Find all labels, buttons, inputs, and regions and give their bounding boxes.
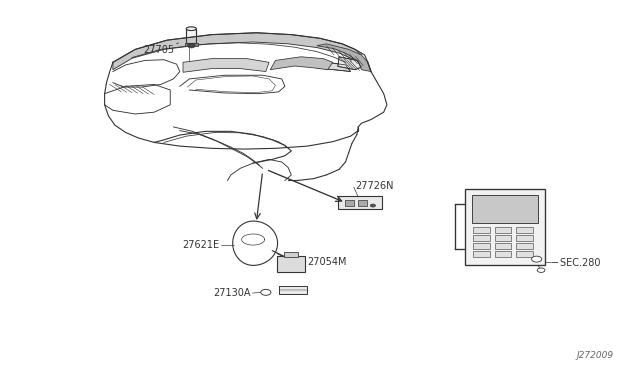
FancyBboxPatch shape <box>338 196 382 209</box>
FancyBboxPatch shape <box>185 43 198 46</box>
FancyBboxPatch shape <box>473 235 490 241</box>
FancyBboxPatch shape <box>473 251 490 257</box>
FancyBboxPatch shape <box>472 195 538 223</box>
FancyBboxPatch shape <box>284 253 298 257</box>
FancyBboxPatch shape <box>495 243 511 249</box>
Polygon shape <box>317 44 371 71</box>
FancyBboxPatch shape <box>473 243 490 249</box>
FancyBboxPatch shape <box>346 200 355 206</box>
Polygon shape <box>186 29 196 43</box>
Circle shape <box>371 204 376 207</box>
FancyBboxPatch shape <box>516 251 533 257</box>
Circle shape <box>188 44 195 48</box>
Text: 27130A: 27130A <box>214 288 251 298</box>
FancyBboxPatch shape <box>495 251 511 257</box>
Polygon shape <box>338 57 362 70</box>
FancyBboxPatch shape <box>277 256 305 272</box>
FancyBboxPatch shape <box>473 227 490 232</box>
Circle shape <box>538 268 545 272</box>
Polygon shape <box>314 61 351 71</box>
Text: 27705: 27705 <box>143 45 175 55</box>
Circle shape <box>260 289 271 295</box>
FancyBboxPatch shape <box>358 200 367 206</box>
FancyBboxPatch shape <box>495 227 511 232</box>
Circle shape <box>532 256 541 262</box>
FancyBboxPatch shape <box>516 243 533 249</box>
FancyBboxPatch shape <box>465 189 545 264</box>
Text: 27621E: 27621E <box>182 240 220 250</box>
FancyBboxPatch shape <box>495 235 511 241</box>
Polygon shape <box>113 33 362 70</box>
Text: J272009: J272009 <box>576 351 613 360</box>
Ellipse shape <box>186 27 196 31</box>
Text: 27726N: 27726N <box>355 181 394 191</box>
Polygon shape <box>183 59 269 72</box>
FancyBboxPatch shape <box>516 227 533 232</box>
FancyBboxPatch shape <box>516 235 533 241</box>
Polygon shape <box>278 286 307 294</box>
Text: 27054M: 27054M <box>307 257 347 267</box>
Text: ─ SEC.280: ─ SEC.280 <box>550 258 600 268</box>
Polygon shape <box>270 57 333 70</box>
